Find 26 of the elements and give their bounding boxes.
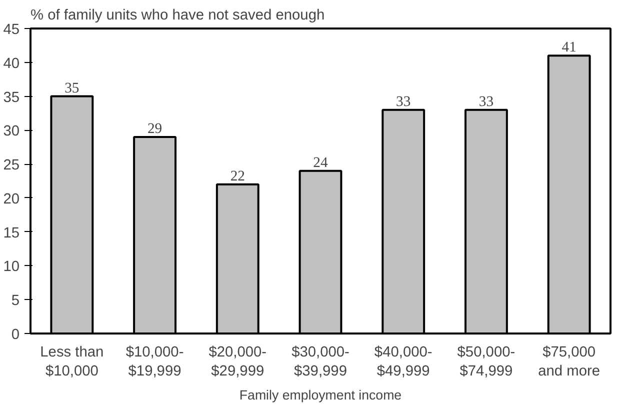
x-tick-label: $10,000- $19,999 (126, 344, 184, 380)
x-axis-title: Family employment income (239, 388, 402, 403)
y-tick-label: 15 (3, 225, 20, 242)
chart-title: % of family units who have not saved enough (30, 8, 325, 24)
y-tick-label: 0 (11, 327, 20, 343)
x-tick-label: $20,000- $29,999 (208, 344, 267, 380)
data-label: 33 (396, 94, 411, 110)
data-label: 33 (478, 94, 494, 110)
y-tick-label: 10 (3, 259, 20, 276)
y-tick-label: 25 (3, 158, 20, 174)
x-tick-label: $75,000 and more (538, 344, 600, 380)
x-tick-label: $50,000- $74,999 (457, 344, 516, 380)
data-label: 35 (64, 80, 80, 96)
y-tick-label: 40 (3, 56, 20, 72)
x-tick-label: Less than $10,000 (40, 344, 104, 380)
data-label: 29 (147, 120, 162, 137)
y-tick-label: 45 (3, 22, 20, 38)
x-tick-label: $30,000- $39,999 (292, 344, 350, 380)
x-tick-label: $40,000- $49,999 (374, 344, 432, 380)
data-label: 41 (562, 40, 576, 56)
y-tick-label: 20 (3, 191, 20, 208)
data-label: 22 (230, 168, 245, 184)
data-label: 24 (313, 154, 328, 171)
y-tick-label: 30 (3, 124, 20, 140)
y-tick-label: 5 (11, 293, 20, 310)
y-tick-label: 35 (3, 90, 20, 106)
